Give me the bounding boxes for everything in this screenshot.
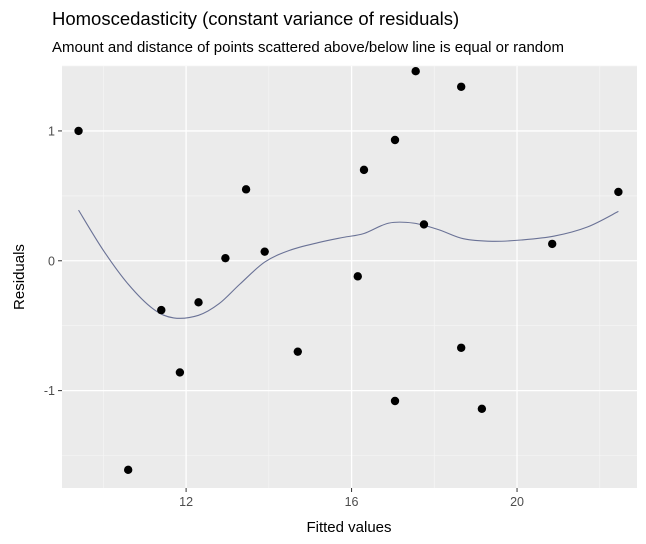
data-point bbox=[260, 247, 269, 256]
data-point bbox=[456, 343, 466, 352]
x-tick-labels: 12 16 20 bbox=[179, 495, 524, 509]
y-tick-label: -1 bbox=[44, 384, 55, 398]
data-point bbox=[353, 272, 362, 281]
y-tick-labels: -1 0 1 bbox=[44, 124, 55, 398]
major-gridlines bbox=[62, 66, 637, 488]
data-points bbox=[74, 66, 623, 475]
data-point bbox=[359, 165, 369, 175]
x-tick-label: 20 bbox=[510, 495, 524, 509]
y-axis-title: Residuals bbox=[11, 244, 28, 310]
data-point bbox=[194, 298, 203, 307]
chart-subtitle: Amount and distance of points scattered … bbox=[52, 39, 564, 56]
x-tick-label: 12 bbox=[179, 495, 193, 509]
data-point bbox=[74, 126, 83, 136]
data-point bbox=[411, 66, 420, 76]
data-point bbox=[390, 135, 400, 145]
data-point bbox=[123, 465, 133, 475]
data-point bbox=[241, 185, 251, 194]
axis-ticks bbox=[58, 130, 518, 492]
x-tick-label: 16 bbox=[345, 495, 359, 509]
chart-title: Homoscedasticity (constant variance of r… bbox=[52, 8, 460, 29]
data-point bbox=[477, 404, 487, 413]
data-point bbox=[293, 347, 302, 356]
data-point bbox=[614, 187, 623, 197]
data-point bbox=[419, 220, 429, 229]
data-point bbox=[157, 305, 166, 315]
data-point bbox=[390, 396, 400, 406]
x-axis-title: Fitted values bbox=[306, 519, 391, 536]
data-point bbox=[175, 368, 185, 377]
y-tick-label: 1 bbox=[48, 124, 55, 138]
data-point bbox=[221, 253, 230, 263]
minor-gridlines bbox=[62, 65, 637, 488]
data-point bbox=[547, 239, 557, 249]
plot-panel bbox=[62, 66, 637, 488]
y-tick-label: 0 bbox=[48, 254, 55, 268]
smooth-trend-line bbox=[78, 209, 619, 319]
data-point bbox=[456, 82, 466, 91]
